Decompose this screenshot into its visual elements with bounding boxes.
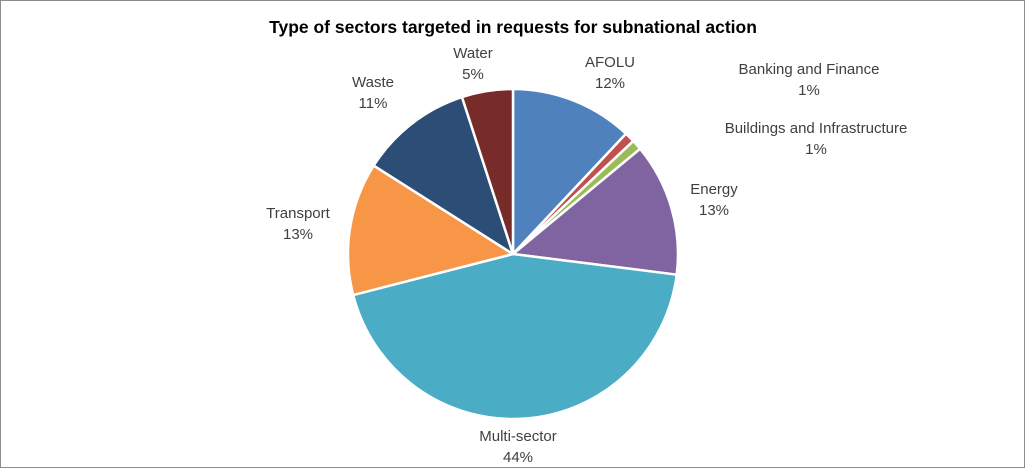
pie-slices xyxy=(346,87,680,421)
pie-slice-waste xyxy=(372,95,515,256)
data-label-transport: Transport xyxy=(266,205,330,222)
data-label-waste-percent: 11% xyxy=(359,95,388,112)
data-label-multi-sector: Multi-sector xyxy=(479,428,557,445)
chart-title: Type of sectors targeted in requests for… xyxy=(269,17,757,37)
data-label-energy-percent: 13% xyxy=(699,202,729,219)
data-label-waste: Waste xyxy=(352,74,394,91)
data-label-water: Water xyxy=(453,45,492,62)
data-labels: AFOLU 12% Banking and Finance 1% Buildings a… xyxy=(266,45,907,466)
data-label-energy: Energy xyxy=(690,181,738,198)
pie-slice-water xyxy=(460,87,515,256)
data-label-banking-and-finance: Banking and Finance xyxy=(739,61,880,78)
data-label-afolu-percent: 12% xyxy=(595,75,625,92)
data-label-afolu: AFOLU xyxy=(585,54,635,71)
data-label-transport-percent: 13% xyxy=(283,226,313,243)
data-label-multi-sector-percent: 44% xyxy=(503,449,533,466)
pie-slice-transport xyxy=(346,164,515,297)
data-label-buildings-and-infrastructure: Buildings and Infrastructure xyxy=(725,120,908,137)
pie-slice-energy xyxy=(511,147,680,276)
data-label-buildings-and-infrastructure-percent: 1% xyxy=(805,141,827,158)
data-label-banking-and-finance-percent: 1% xyxy=(798,82,820,99)
pie-slice-multi-sector xyxy=(351,252,678,421)
data-label-water-percent: 5% xyxy=(462,66,484,83)
pie-slice-afolu xyxy=(511,87,628,256)
